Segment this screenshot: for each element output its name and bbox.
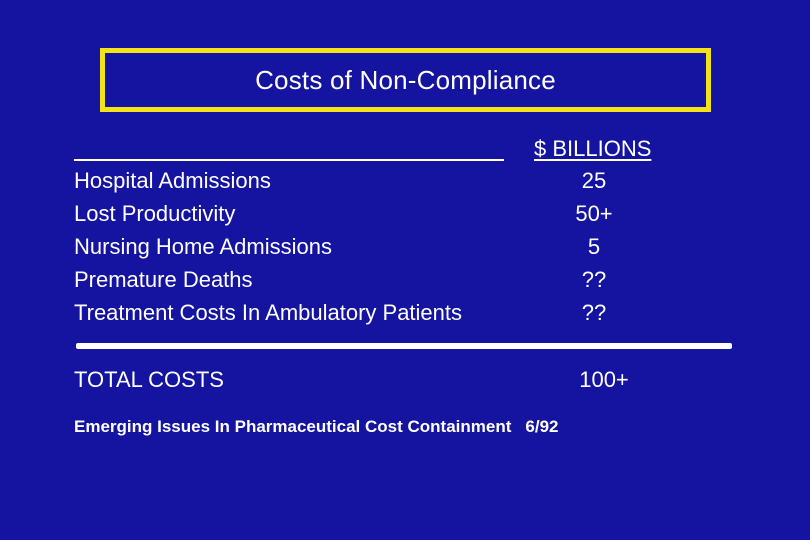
cost-value: 25 — [581, 168, 607, 193]
cost-label: Lost Productivity — [74, 201, 236, 226]
cost-row: Nursing Home Admissions 5 — [74, 234, 674, 266]
cost-row: Lost Productivity 50+ — [74, 201, 674, 233]
cost-label: Nursing Home Admissions — [74, 234, 332, 259]
slide-title: Costs of Non-Compliance — [255, 64, 556, 95]
cost-row: Hospital Admissions 25 — [74, 168, 674, 200]
header-underline — [74, 159, 504, 161]
source-date: 6/92 — [525, 417, 559, 436]
title-box: Costs of Non-Compliance — [100, 48, 711, 112]
total-row: TOTAL COSTS 100+ — [74, 367, 674, 399]
cost-row: Premature Deaths ?? — [74, 267, 674, 299]
source-text: Emerging Issues In Pharmaceutical Cost C… — [74, 417, 512, 436]
cost-label: Treatment Costs In Ambulatory Patients — [74, 300, 463, 325]
cost-value: ?? — [581, 300, 607, 325]
cost-value: ?? — [581, 267, 607, 292]
total-label: TOTAL COSTS — [74, 367, 224, 392]
total-value: 100+ — [579, 367, 629, 392]
billions-column-header: $ BILLIONS — [534, 136, 652, 161]
cost-value: 5 — [587, 234, 601, 259]
total-divider — [76, 343, 732, 349]
cost-value: 50+ — [575, 201, 613, 226]
cost-row: Treatment Costs In Ambulatory Patients ?… — [74, 300, 674, 332]
cost-label: Premature Deaths — [74, 267, 253, 292]
cost-label: Hospital Admissions — [74, 168, 271, 193]
column-header-row: $ BILLIONS — [74, 134, 674, 168]
source-citation: Emerging Issues In Pharmaceutical Cost C… — [74, 417, 558, 437]
